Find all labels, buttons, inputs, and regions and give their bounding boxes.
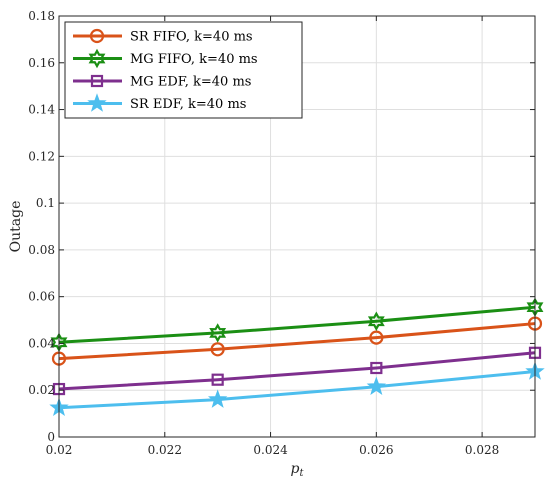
y-tick-label: 0.14 [28,103,55,117]
x-tick-label: 0.022 [148,443,182,457]
data-point [210,342,225,357]
series-line [58,322,536,361]
y-tick-label: 0.16 [28,56,55,70]
legend-label: MG FIFO, k=40 ms [130,52,258,67]
y-tick-label: 0.1 [36,196,55,210]
legend-entry: SR FIFO, k=40 ms [73,28,253,45]
series-0 [51,316,543,366]
legend-label: MG EDF, k=40 ms [130,75,251,90]
y-tick-label: 0.02 [28,383,55,397]
series-line [58,351,536,391]
data-point [211,373,224,386]
data-point [370,361,383,375]
legend-marker [89,28,105,44]
x-tick-label: 0.026 [359,443,393,457]
legend-entry: SR EDF, k=40 ms [73,93,246,112]
data-point [367,311,385,331]
legend-entry: MG FIFO, k=40 ms [73,48,258,69]
y-tick-label: 0.12 [28,149,55,163]
legend-label: SR EDF, k=40 ms [130,97,246,112]
y-tick-label: 0 [47,430,55,444]
x-axis-label: pt [291,461,305,479]
data-point [209,323,227,343]
legend-marker [87,93,107,112]
series-2 [52,346,542,396]
y-tick-label: 0.18 [28,9,55,23]
axis-ticks: 0.02 0.022 0.024 0.026 0.02800.020.040.060.0… [28,9,535,457]
series-layer [49,297,545,417]
legend-marker [88,48,106,69]
x-tick-label: 0.024 [253,443,288,457]
plot-frame [58,15,536,438]
series-3 [49,361,545,417]
legend-entry: MG EDF, k=40 ms [73,75,251,90]
legend-marker [90,74,104,88]
x-tick-label: 0.028 [465,443,499,457]
data-point [207,389,228,408]
series-line [58,370,536,410]
legend-label: SR FIFO, k=40 ms [130,30,253,45]
series-line [58,305,536,344]
y-tick-label: 0.06 [28,290,55,304]
y-tick-label: 0.08 [28,243,55,257]
legend: SR FIFO, k=40 ms MG FIFO, k=40 ms MG EDF, … [64,21,303,119]
y-tick-label: 0.04 [28,336,55,350]
data-point [366,376,387,395]
y-axis-label: Outage [8,201,24,253]
data-point [369,330,384,345]
x-tick-label: 0.02 [46,443,73,457]
